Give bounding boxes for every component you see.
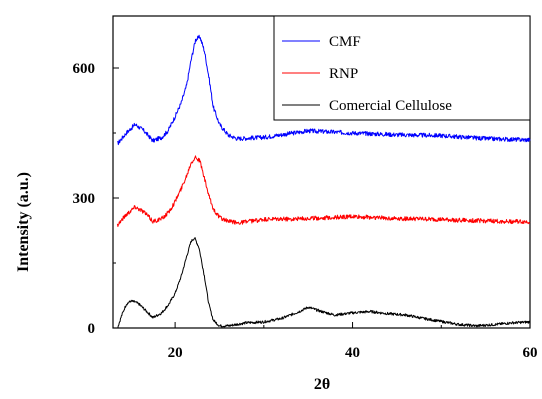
- x-tick-label: 40: [345, 345, 360, 361]
- legend: CMF RNP Comercial Cellulose: [273, 15, 531, 121]
- series-line-1: [116, 155, 531, 227]
- axis-labels: Intensity (a.u.) 2θ: [15, 172, 330, 393]
- y-tick-label: 0: [88, 321, 96, 337]
- x-axis-label: 2θ: [314, 376, 330, 393]
- series-line-0: [117, 34, 531, 146]
- series-layer: [116, 34, 531, 329]
- y-tick-label: 300: [73, 191, 96, 207]
- y-axis-label: Intensity (a.u.): [15, 172, 32, 272]
- legend-label-1: RNP: [329, 66, 358, 82]
- x-tick-label: 20: [168, 345, 183, 361]
- series-line-2: [117, 237, 531, 329]
- legend-frame: [273, 15, 531, 121]
- legend-label-0: CMF: [329, 34, 361, 50]
- y-tick-label: 600: [73, 61, 96, 77]
- legend-label-2: Comercial Cellulose: [329, 98, 452, 114]
- x-tick-label: 60: [523, 345, 538, 361]
